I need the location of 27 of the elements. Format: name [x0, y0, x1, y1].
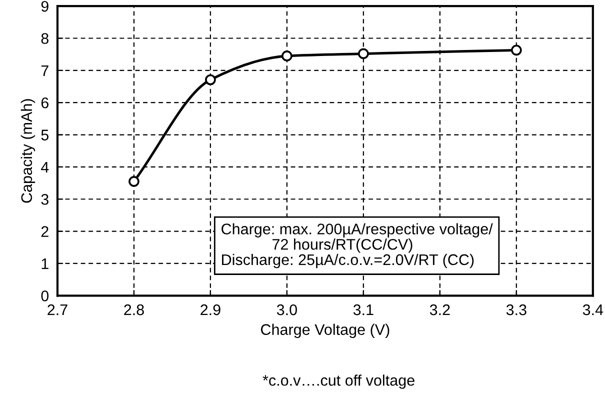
y-axis-title: Capacity (mAh) [20, 99, 36, 203]
x-tick-label: 3.3 [506, 304, 526, 316]
annotation: Charge: max. 200µA/respective voltage/ 72 hours/RT(CC/CV) Discharge: 25µA/c.o.v.=2.0V/RT (CC) [222, 223, 493, 268]
x-tick-label: 3.1 [353, 304, 374, 316]
point [282, 50, 292, 62]
point [510, 44, 522, 56]
y-tick-label: 9 [41, 0, 48, 12]
x-tick-label: 2.9 [200, 304, 220, 316]
x-tick-label: 2.7 [48, 304, 68, 316]
point [358, 48, 369, 60]
y-tick-label: 0 [41, 290, 49, 302]
text: *c.o.v….cut off voltage [262, 374, 414, 389]
point [128, 176, 140, 187]
x-tick-label: 3.0 [276, 304, 297, 316]
y-tick-label: 4 [40, 162, 49, 172]
y-tick-label: 6 [41, 97, 48, 108]
y-tick-label: 1 [42, 258, 48, 270]
x-tick-label: 2.8 [124, 304, 144, 316]
y-tick-label: 5 [41, 130, 48, 140]
x-tick-label: 3.4 [582, 304, 604, 316]
y-tick-label: 7 [41, 65, 48, 76]
x-axis-title: Charge Voltage (V) [261, 324, 390, 338]
x-tick-label: 3.2 [430, 304, 450, 316]
y-tick-label: 8 [41, 33, 48, 44]
point [205, 74, 216, 86]
y-tick-label: 2 [41, 226, 48, 237]
y-tick-label: 3 [41, 194, 48, 205]
